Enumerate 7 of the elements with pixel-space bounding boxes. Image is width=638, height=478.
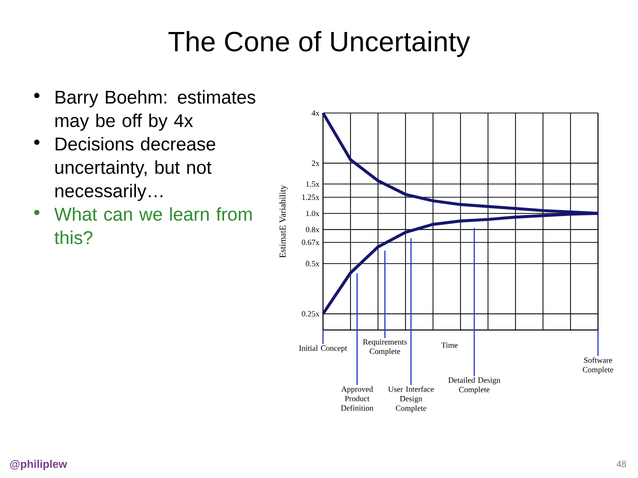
y-axis-title: EstimatE Variability [279,185,288,258]
text: Decisions decrease uncertainty, but not necessarily… [55,137,216,202]
chart-title: The Cone of Uncertainty [168,31,470,57]
text: 48 [616,460,626,468]
text: @philiplew [10,460,68,470]
text: What can we learn from this? [54,207,252,244]
text: Barry Boehm: estimates may be off by 4x [55,90,256,131]
